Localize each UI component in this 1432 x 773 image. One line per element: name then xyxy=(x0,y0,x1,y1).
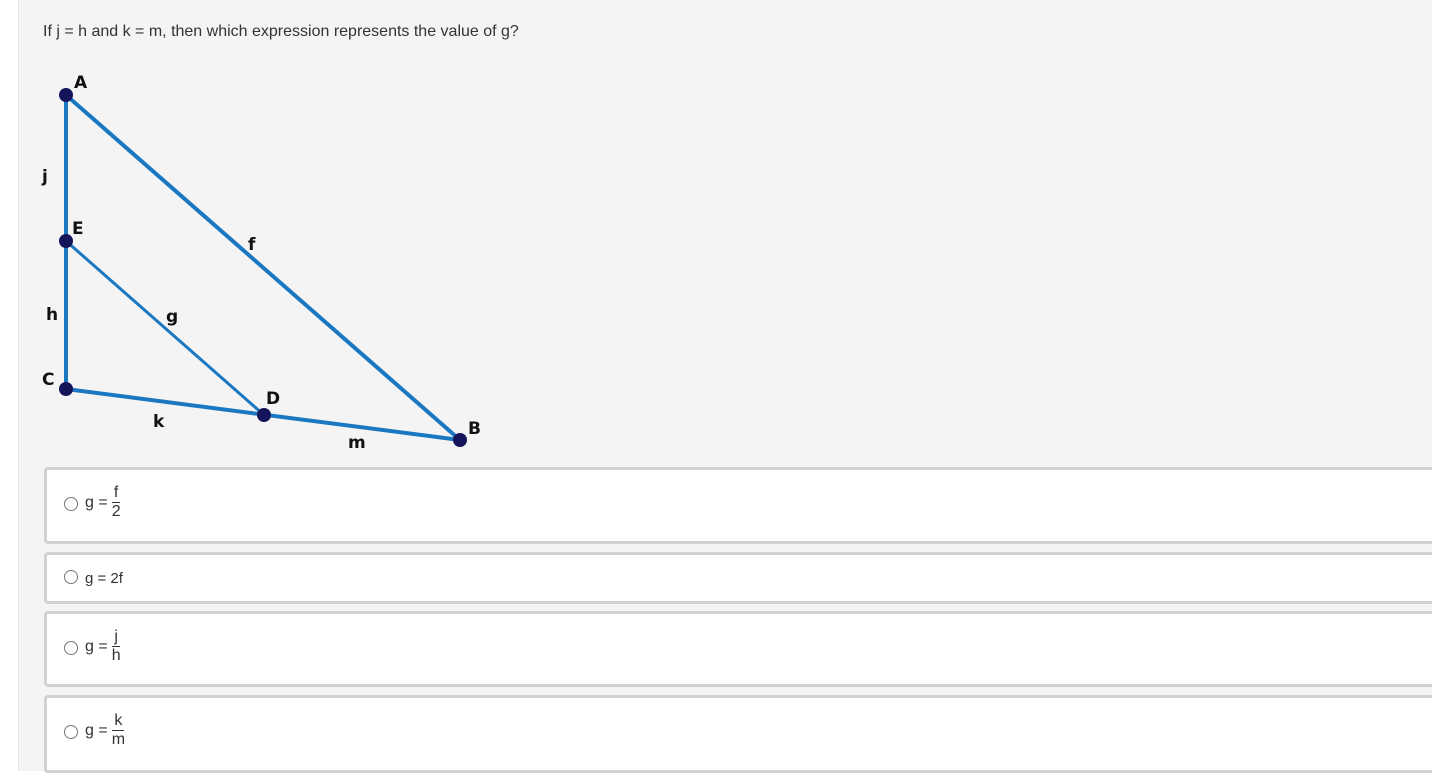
label-k: k xyxy=(153,412,165,432)
point-d xyxy=(257,408,271,422)
label-c: C xyxy=(42,370,54,390)
segment-ab xyxy=(64,93,462,442)
label-f: f xyxy=(248,235,256,255)
label-m: m xyxy=(348,433,366,453)
answer-option-2[interactable]: g = 2f xyxy=(44,552,1432,604)
point-a xyxy=(59,88,73,102)
point-b xyxy=(453,433,467,447)
label-e: E xyxy=(72,219,84,239)
segment-ed xyxy=(65,239,265,417)
label-a: A xyxy=(74,73,88,93)
label-g: g xyxy=(166,307,178,327)
option-lhs: g = xyxy=(85,721,108,739)
radio-button[interactable] xyxy=(64,641,78,655)
radio-button[interactable] xyxy=(64,570,78,584)
point-c xyxy=(59,382,73,396)
option-text: g = 2f xyxy=(85,570,123,587)
label-h: h xyxy=(46,305,58,325)
triangle-figure: A E C D B j h f g k m xyxy=(41,73,481,453)
point-e xyxy=(59,234,73,248)
option-lhs: g = xyxy=(85,637,108,655)
label-b: B xyxy=(468,419,481,439)
option-lhs: g = xyxy=(85,493,108,511)
label-j: j xyxy=(41,167,48,187)
question-text: If j = h and k = m, then which expressio… xyxy=(43,23,519,40)
radio-button[interactable] xyxy=(64,725,78,739)
radio-button[interactable] xyxy=(64,497,78,511)
label-d: D xyxy=(266,389,280,409)
